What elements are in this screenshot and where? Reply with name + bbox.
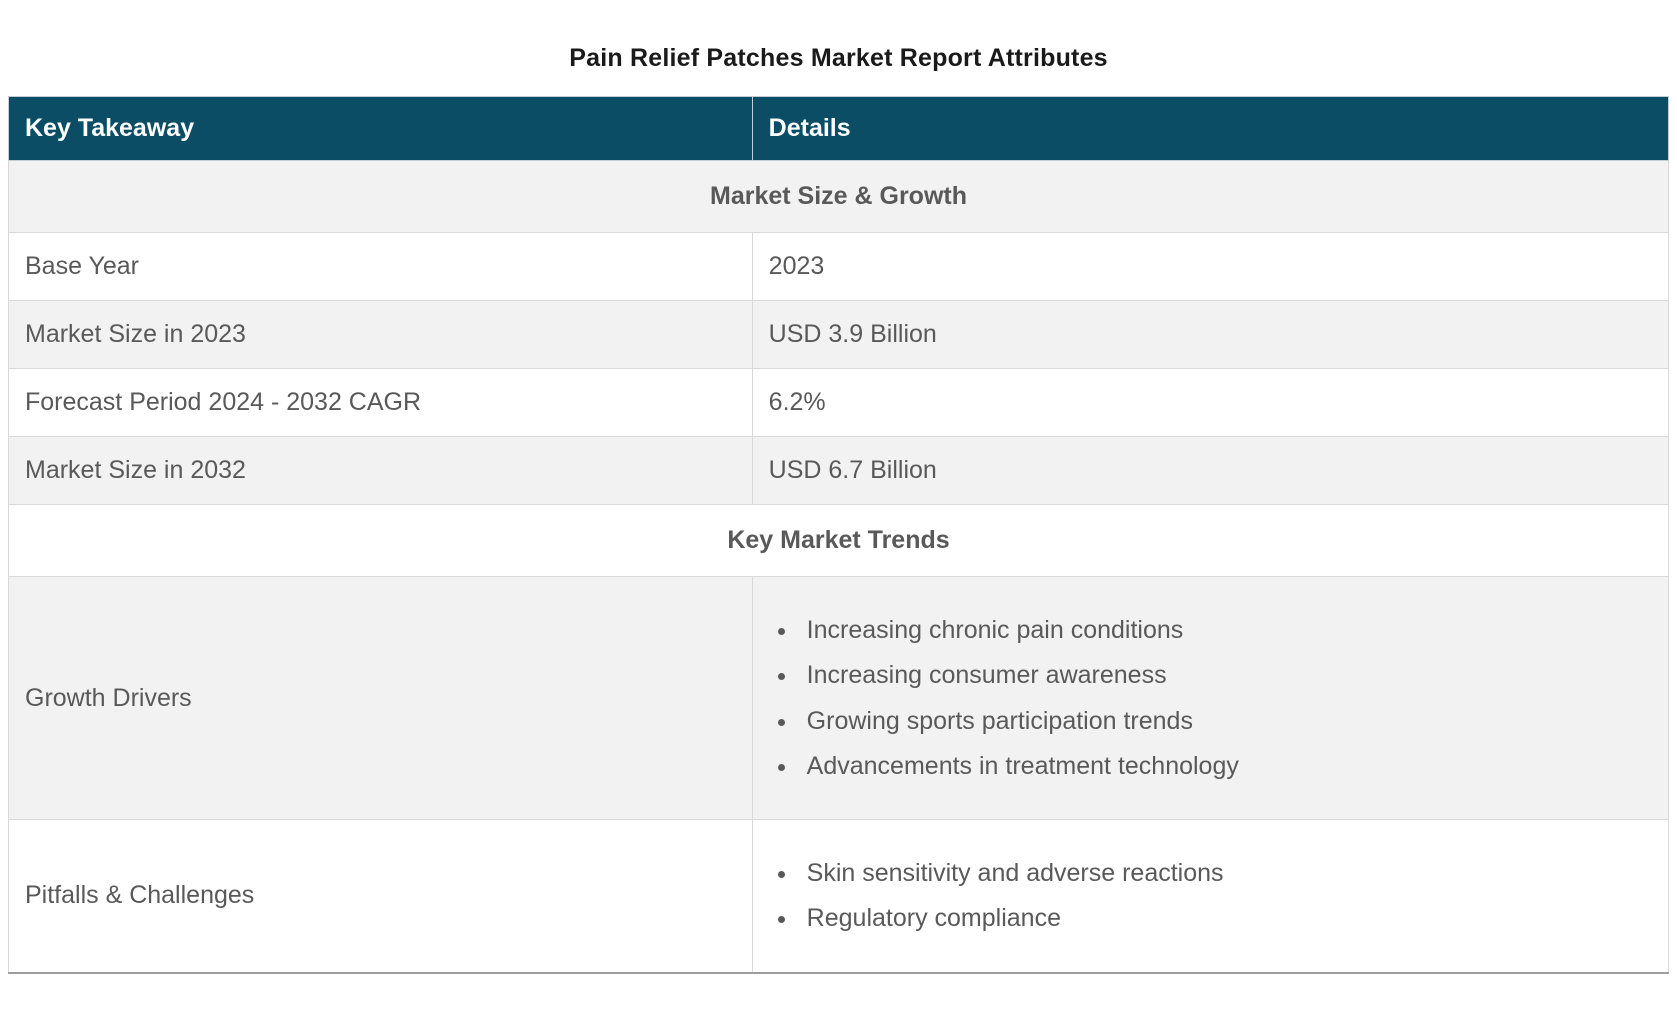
table-row: Market Size in 2032 USD 6.7 Billion [8,436,1670,505]
table-header: Key Takeaway Details [8,96,1670,161]
row-value: Skin sensitivity and adverse reactions Re… [751,819,1670,973]
bullet-item: Growing sports participation trends [799,703,1652,739]
section-row: Key Market Trends [8,504,1669,577]
row-value: 6.2% [751,368,1670,437]
section-row: Market Size & Growth [8,160,1669,233]
header-row: Key Takeaway Details [8,96,1670,161]
bullet-item: Advancements in treatment technology [799,748,1652,784]
report-page: Pain Relief Patches Market Report Attrib… [0,44,1677,1025]
table-row: Growth DriversIncreasing chronic pain co… [8,576,1670,820]
table-row: Forecast Period 2024 - 2032 CAGR 6.2% [8,368,1670,437]
row-key: Pitfalls & Challenges [8,819,753,973]
row-key: Forecast Period 2024 - 2032 CAGR [8,368,753,437]
table-row: Pitfalls & ChallengesSkin sensitivity an… [8,819,1670,973]
row-value: Increasing chronic pain conditions Increa… [751,576,1670,820]
bullet-item: Increasing chronic pain conditions [799,612,1652,648]
bullet-item: Regulatory compliance [799,900,1652,936]
bullet-list: Increasing chronic pain conditions Increa… [769,612,1652,784]
row-key: Growth Drivers [8,576,753,820]
report-attributes-table: Key Takeaway Details Market Size & Growt… [8,96,1670,974]
bullet-item: Skin sensitivity and adverse reactions [799,855,1652,891]
row-value: 2023 [751,232,1670,301]
table-row: Market Size in 2023 USD 3.9 Billion [8,300,1670,369]
table-body: Market Size & Growth Base Year 2023 Market … [8,160,1670,973]
row-key: Market Size in 2032 [8,436,753,505]
column-header-details: Details [751,96,1670,161]
section-heading: Key Market Trends [8,504,1669,577]
section-heading: Market Size & Growth [8,160,1669,233]
bullet-item: Increasing consumer awareness [799,657,1652,693]
row-value: USD 3.9 Billion [751,300,1670,369]
page-title: Pain Relief Patches Market Report Attrib… [569,44,1108,72]
row-key: Base Year [8,232,753,301]
bullet-list: Skin sensitivity and adverse reactions Re… [769,855,1652,937]
table-row: Base Year 2023 [8,232,1670,301]
row-key: Market Size in 2023 [8,300,753,369]
column-header-key-takeaway: Key Takeaway [8,96,753,161]
row-value: USD 6.7 Billion [751,436,1670,505]
